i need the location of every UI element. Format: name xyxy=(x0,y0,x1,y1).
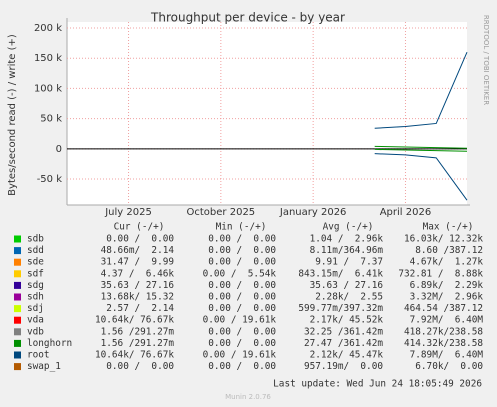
stat-value: 0.00 / 0.00 xyxy=(208,338,276,349)
x-tick-label: January 2026 xyxy=(279,207,347,218)
stat-value: 0.00 / 0.00 xyxy=(208,303,276,314)
y-axis-label: Bytes/second read (-) / write (+) xyxy=(7,34,18,196)
stat-value: 10.64k/ 76.67k xyxy=(95,315,174,326)
legend-swatch xyxy=(14,328,21,336)
x-tick-label: July 2025 xyxy=(104,207,152,218)
y-tick-label: 200 k xyxy=(34,23,62,34)
legend-swatch xyxy=(14,316,21,324)
legend-swatch xyxy=(14,258,21,266)
stat-value: 7.89M/ 6.40M xyxy=(410,350,484,361)
stat-value: 4.37 / 6.46k xyxy=(101,268,175,279)
stat-value: 8.11m/364.96m xyxy=(310,245,384,256)
side-label: RRDTOOL / TOBI OETIKER xyxy=(482,15,490,105)
stat-value: 957.19m/ 0.00 xyxy=(304,361,383,372)
stat-value: 0.00 / 19.61k xyxy=(203,350,277,361)
x-tick-label: April 2026 xyxy=(380,207,431,218)
x-tick-label: October 2025 xyxy=(187,207,256,218)
legend-label: root xyxy=(27,350,50,361)
stat-value: 0.00 / 5.54k xyxy=(203,268,277,279)
legend-label: vda xyxy=(27,315,44,326)
stat-value: 16.03k/ 12.32k xyxy=(404,234,483,245)
footer: Munin 2.0.76 xyxy=(225,393,271,401)
stat-value: 4.67k/ 1.27k xyxy=(410,257,484,268)
stat-header: Cur (-/+) xyxy=(114,222,165,233)
last-update: Last update: Wed Jun 24 18:05:49 2026 xyxy=(273,379,482,390)
stat-value: 2.57 / 2.14 xyxy=(106,303,174,314)
y-tick-label: -50 k xyxy=(37,174,63,185)
stat-value: 2.12k/ 45.47k xyxy=(310,350,384,361)
stat-value: 6.89k/ 2.29k xyxy=(410,280,484,291)
stat-value: 13.68k/ 15.32 xyxy=(101,292,174,303)
stat-value: 0.00 / 0.00 xyxy=(208,234,276,245)
legend-label: sdd xyxy=(27,245,44,256)
stat-value: 2.17k/ 45.52k xyxy=(310,315,384,326)
stat-value: 0.00 / 0.00 xyxy=(208,257,276,268)
stat-value: 32.25 /361.42m xyxy=(304,326,383,337)
y-tick-label: 100 k xyxy=(34,83,62,94)
stat-value: 0.00 / 19.61k xyxy=(203,315,277,326)
stat-value: 1.04 / 2.96k xyxy=(310,234,384,245)
stat-value: 6.70k/ 0.00 xyxy=(415,361,483,372)
series-line xyxy=(374,145,468,149)
stat-value: 31.47 / 9.99 xyxy=(101,257,175,268)
legend-swatch xyxy=(14,235,21,243)
stat-value: 0.00 / 0.00 xyxy=(208,326,276,337)
series-line xyxy=(374,51,468,129)
legend-label: sdg xyxy=(27,280,44,291)
y-tick-label: 50 k xyxy=(40,114,62,125)
stat-value: 0.00 / 0.00 xyxy=(208,280,276,291)
stat-value: 464.54 /387.12 xyxy=(404,303,483,314)
stat-value: 732.81 / 8.88k xyxy=(398,268,483,279)
legend-swatch xyxy=(14,247,21,255)
stat-value: 843.15m/ 6.41k xyxy=(298,268,383,279)
stat-value: 1.56 /291.27m xyxy=(101,326,175,337)
stat-header: Avg (-/+) xyxy=(323,222,374,233)
stat-value: 0.00 / 0.00 xyxy=(208,292,276,303)
legend-label: sdf xyxy=(27,268,44,279)
stat-value: 418.27k/238.58 xyxy=(404,326,483,337)
stat-value: 599.77m/397.32m xyxy=(298,303,383,314)
legend-swatch xyxy=(14,339,21,347)
stat-value: 0.00 / 0.00 xyxy=(208,361,276,372)
stat-value: 3.32M/ 2.96k xyxy=(410,292,484,303)
stat-value: 2.28k/ 2.55 xyxy=(315,292,383,303)
chart-title: Throughput per device - by year xyxy=(150,11,345,25)
stat-header: Min (-/+) xyxy=(216,222,267,233)
legend-swatch xyxy=(14,281,21,289)
legend-swatch xyxy=(14,270,21,278)
stat-value: 35.63 / 27.16 xyxy=(310,280,384,291)
legend-label: sdj xyxy=(27,303,44,314)
stat-value: 10.64k/ 76.67k xyxy=(95,350,174,361)
stat-value: 27.47 /361.42m xyxy=(304,338,383,349)
stat-value: 414.32k/238.58 xyxy=(404,338,483,349)
stat-value: 35.63 / 27.16 xyxy=(101,280,175,291)
legend-label: swap_1 xyxy=(27,361,61,372)
legend-label: vdb xyxy=(27,326,44,337)
legend-label: longhorn xyxy=(27,338,72,349)
stat-value: 0.00 / 0.00 xyxy=(106,234,174,245)
stat-header: Max (-/+) xyxy=(423,222,474,233)
plot-area xyxy=(67,22,467,205)
y-tick-label: 0 xyxy=(56,144,62,155)
legend-swatch xyxy=(14,305,21,313)
stat-value: 48.66m/ 2.14 xyxy=(101,245,175,256)
stat-value: 0.00 / 0.00 xyxy=(106,361,174,372)
legend-swatch xyxy=(14,363,21,371)
legend-swatch xyxy=(14,351,21,359)
y-tick-label: 150 k xyxy=(34,53,62,64)
legend-label: sde xyxy=(27,257,44,268)
stat-value: 8.60 /387.12 xyxy=(415,245,483,256)
stat-value: 0.00 / 0.00 xyxy=(208,245,276,256)
stat-value: 9.91 / 7.37 xyxy=(315,257,383,268)
legend-label: sdh xyxy=(27,292,44,303)
legend-label: sdb xyxy=(27,234,44,245)
stat-value: 1.56 /291.27m xyxy=(101,338,175,349)
stat-value: 7.92M/ 6.40M xyxy=(410,315,484,326)
legend-swatch xyxy=(14,293,21,301)
series-line xyxy=(374,148,468,152)
series-line xyxy=(374,153,468,201)
